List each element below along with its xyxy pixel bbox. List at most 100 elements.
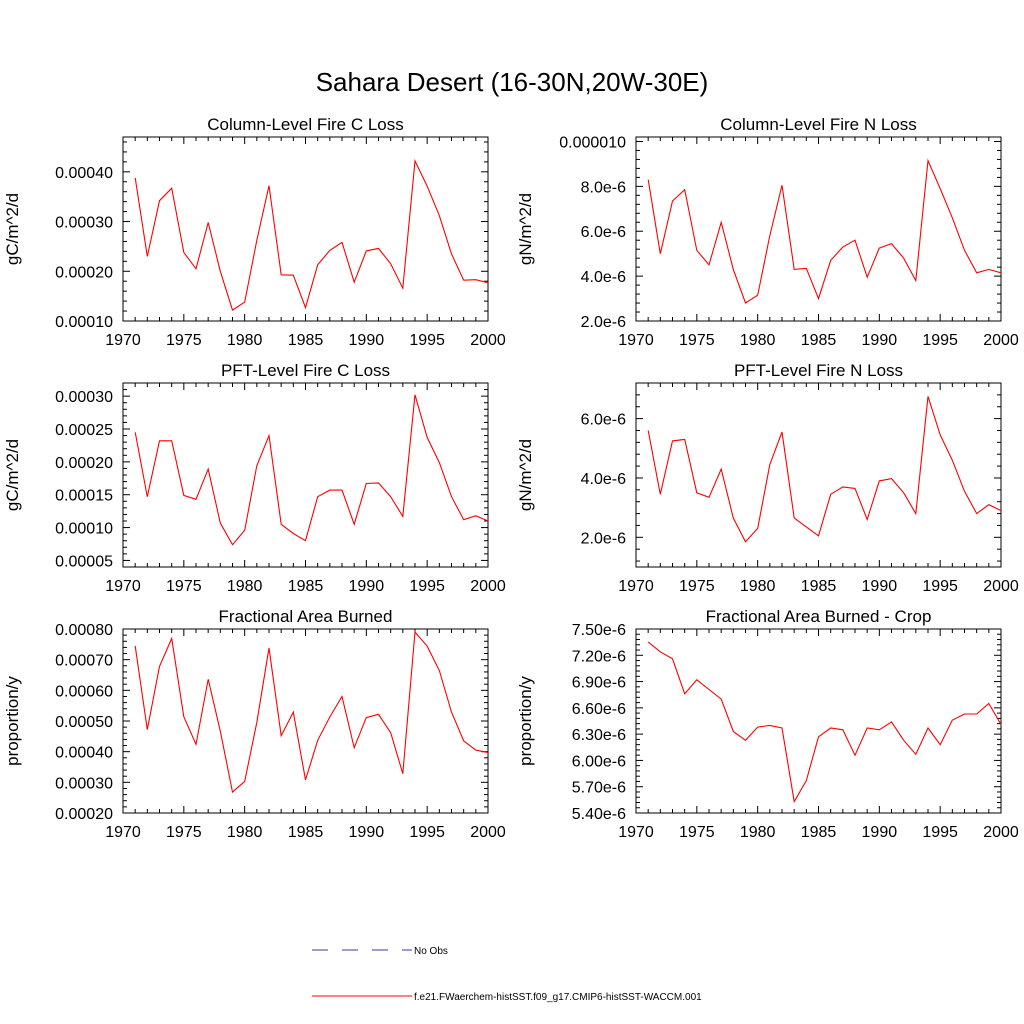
- y-tick-label: 0.00025: [55, 422, 113, 439]
- y-tick-label: 4.0e-6: [581, 269, 626, 286]
- x-tick-label: 1995: [409, 332, 445, 349]
- x-tick-label: 2000: [470, 578, 506, 595]
- y-tick-label: 0.00030: [55, 775, 113, 792]
- x-tick-label: 2000: [983, 824, 1019, 841]
- panel-title: Column-Level Fire N Loss: [720, 115, 917, 134]
- y-axis-label: proportion/y: [516, 676, 535, 766]
- y-tick-label: 6.0e-6: [581, 412, 626, 429]
- x-tick-label: 1980: [740, 578, 776, 595]
- panel-title: Fractional Area Burned - Crop: [706, 607, 932, 626]
- y-tick-label: 0.00040: [55, 745, 113, 762]
- y-tick-label: 0.000010: [559, 134, 626, 151]
- x-tick-label: 1985: [801, 578, 837, 595]
- figure-title: Sahara Desert (16-30N,20W-30E): [316, 67, 709, 97]
- y-tick-label: 0.00015: [55, 488, 113, 505]
- x-tick-label: 2000: [983, 332, 1019, 349]
- y-axis-label: gC/m^2/d: [3, 193, 22, 265]
- y-tick-label: 0.00020: [55, 264, 113, 281]
- y-tick-label: 4.0e-6: [581, 471, 626, 488]
- x-tick-label: 1970: [618, 332, 654, 349]
- y-axis-label: gN/m^2/d: [516, 193, 535, 265]
- x-tick-label: 1975: [679, 332, 715, 349]
- y-axis-label: gC/m^2/d: [3, 439, 22, 511]
- x-tick-label: 1980: [227, 332, 263, 349]
- series-line: [647, 641, 1002, 804]
- x-tick-label: 1995: [922, 824, 958, 841]
- x-tick-label: 1980: [227, 824, 263, 841]
- x-tick-label: 1990: [349, 578, 385, 595]
- y-axis-label: gN/m^2/d: [516, 439, 535, 511]
- chart-panel-2: Column-Level Fire N Loss gN/m^2/d 1970 1975…: [516, 115, 1019, 349]
- x-tick-label: 1995: [922, 578, 958, 595]
- y-tick-label: 0.00005: [55, 553, 113, 570]
- y-tick-label: 6.60e-6: [572, 701, 626, 718]
- x-tick-label: 1995: [922, 332, 958, 349]
- x-tick-label: 1980: [740, 824, 776, 841]
- x-tick-label: 1970: [105, 578, 141, 595]
- x-tick-label: 1985: [801, 332, 837, 349]
- y-tick-label: 0.00010: [55, 521, 113, 538]
- series-line: [134, 158, 489, 311]
- x-tick-label: 1985: [288, 824, 324, 841]
- series-line: [134, 394, 489, 546]
- y-axis-label: proportion/y: [3, 676, 22, 766]
- y-tick-label: 6.0e-6: [581, 224, 626, 241]
- y-tick-label: 8.0e-6: [581, 179, 626, 196]
- chart-panel-3: PFT-Level Fire C Loss gC/m^2/d 1970 1975 198…: [3, 361, 506, 595]
- legend-obs-label: No Obs: [414, 946, 448, 957]
- y-tick-label: 0.00030: [55, 215, 113, 232]
- chart-panel-6: Fractional Area Burned - Crop proportion/…: [516, 607, 1019, 841]
- panel-title: PFT-Level Fire C Loss: [221, 361, 390, 380]
- x-tick-label: 1975: [679, 578, 715, 595]
- x-tick-label: 1990: [349, 332, 385, 349]
- x-tick-label: 2000: [470, 824, 506, 841]
- x-tick-label: 1970: [618, 824, 654, 841]
- y-tick-label: 0.00080: [55, 622, 113, 639]
- chart-panel-5: Fractional Area Burned proportion/y 1970 19…: [3, 607, 506, 841]
- y-tick-label: 2.0e-6: [581, 530, 626, 547]
- x-tick-label: 1975: [166, 332, 202, 349]
- x-tick-label: 2000: [470, 332, 506, 349]
- legend-model-label: f.e21.FWaerchem-histSST.f09_g17.CMIP6-hi…: [414, 992, 702, 1003]
- y-tick-label: 0.00010: [55, 314, 113, 331]
- x-tick-label: 1970: [105, 332, 141, 349]
- y-tick-label: 6.30e-6: [572, 727, 626, 744]
- y-tick-label: 6.00e-6: [572, 753, 626, 770]
- x-tick-label: 1990: [349, 824, 385, 841]
- series-line: [647, 158, 1002, 304]
- y-tick-label: 7.50e-6: [572, 622, 626, 639]
- x-tick-label: 1975: [166, 578, 202, 595]
- x-tick-label: 1985: [801, 824, 837, 841]
- y-tick-label: 0.00050: [55, 714, 113, 731]
- x-tick-label: 1990: [862, 578, 898, 595]
- x-tick-label: 1995: [409, 578, 445, 595]
- y-tick-label: 0.00040: [55, 165, 113, 182]
- y-tick-label: 6.90e-6: [572, 675, 626, 692]
- x-tick-label: 1990: [862, 332, 898, 349]
- y-tick-label: 2.0e-6: [581, 314, 626, 331]
- y-tick-label: 0.00030: [55, 389, 113, 406]
- panel-title: PFT-Level Fire N Loss: [734, 361, 903, 380]
- y-tick-label: 5.70e-6: [572, 780, 626, 797]
- y-tick-label: 0.00020: [55, 806, 113, 823]
- series-line: [134, 630, 489, 794]
- x-tick-label: 1990: [862, 824, 898, 841]
- x-tick-label: 1970: [105, 824, 141, 841]
- x-tick-label: 2000: [983, 578, 1019, 595]
- panel-title: Fractional Area Burned: [219, 607, 393, 626]
- x-tick-label: 1975: [679, 824, 715, 841]
- y-tick-label: 0.00070: [55, 653, 113, 670]
- x-tick-label: 1980: [227, 578, 263, 595]
- panel-title: Column-Level Fire C Loss: [207, 115, 404, 134]
- y-tick-label: 0.00020: [55, 455, 113, 472]
- y-tick-label: 5.40e-6: [572, 806, 626, 823]
- series-line: [647, 396, 1002, 543]
- chart-panel-1: Column-Level Fire C Loss gC/m^2/d 1970 1975…: [3, 115, 506, 349]
- x-tick-label: 1970: [618, 578, 654, 595]
- y-tick-label: 0.00060: [55, 683, 113, 700]
- x-tick-label: 1985: [288, 332, 324, 349]
- y-tick-label: 7.20e-6: [572, 648, 626, 665]
- x-tick-label: 1975: [166, 824, 202, 841]
